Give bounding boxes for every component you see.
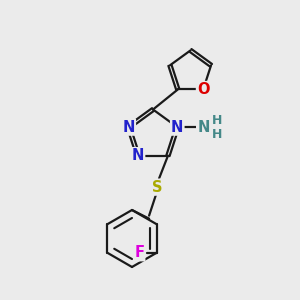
Text: H: H — [212, 114, 222, 127]
Text: N: N — [197, 120, 209, 135]
Text: N: N — [123, 120, 135, 135]
Text: N: N — [132, 148, 144, 163]
Text: N: N — [171, 120, 183, 135]
Text: F: F — [134, 245, 144, 260]
Text: S: S — [152, 180, 163, 195]
Text: H: H — [212, 128, 222, 141]
Text: O: O — [197, 82, 209, 97]
